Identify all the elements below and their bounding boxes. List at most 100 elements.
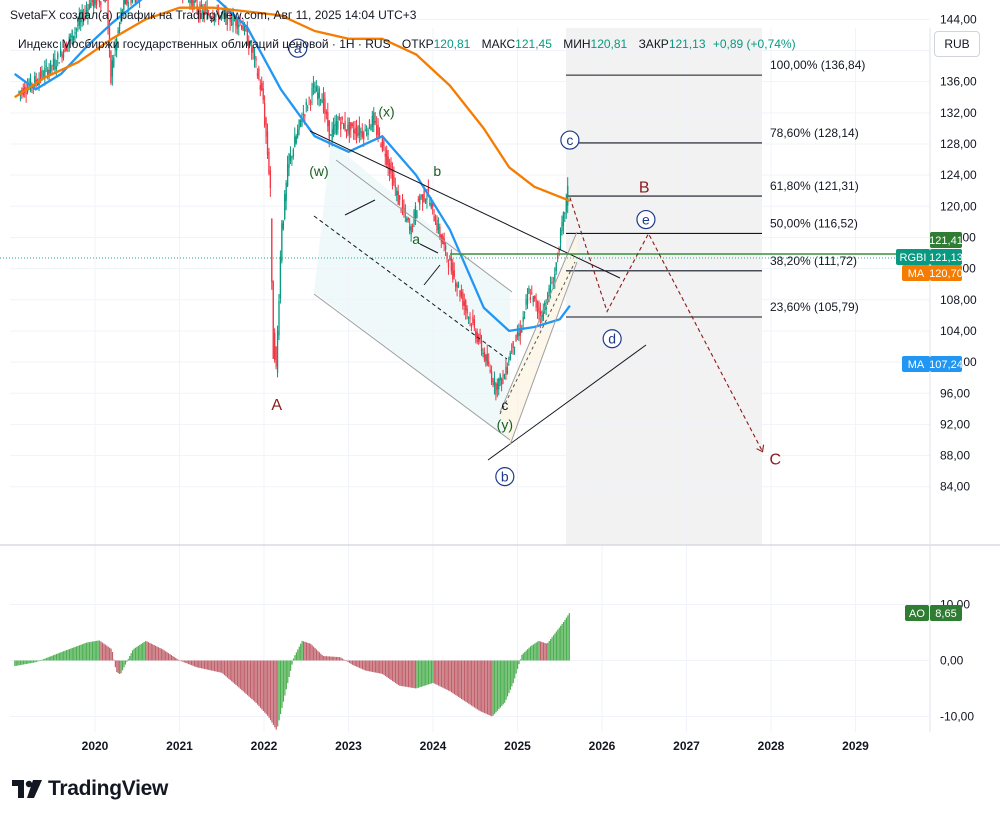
price-axis-tick: 124,00 xyxy=(940,168,977,182)
ao-bar xyxy=(60,652,62,661)
ao-bar xyxy=(68,649,71,661)
candle-body xyxy=(535,299,537,308)
candle-body xyxy=(54,58,56,70)
ao-bar xyxy=(427,660,430,685)
ao-bar xyxy=(344,660,346,661)
ao-bar xyxy=(45,658,48,661)
candle-body xyxy=(401,199,404,209)
ao-bar xyxy=(458,660,460,698)
ao-bar xyxy=(300,643,302,661)
ao-bar xyxy=(313,646,315,661)
ao-bar xyxy=(124,660,127,665)
ao-bar xyxy=(333,656,335,661)
ao-bar xyxy=(228,660,230,679)
ao-bar xyxy=(264,660,266,713)
ao-bar xyxy=(142,642,144,661)
ao-bar xyxy=(449,660,451,692)
ao-bar xyxy=(534,643,536,661)
candle-body xyxy=(440,234,442,242)
ao-bar xyxy=(387,660,389,679)
candle-body xyxy=(488,361,490,365)
candle-body xyxy=(314,90,316,94)
candle-body xyxy=(354,128,356,134)
ao-bar xyxy=(518,660,520,665)
ao-bar xyxy=(531,645,533,661)
candle-body xyxy=(455,282,457,287)
candle-body xyxy=(51,65,53,67)
price-axis-tick: 120,00 xyxy=(940,199,977,213)
candle-body xyxy=(457,285,460,287)
candle-body xyxy=(269,170,272,189)
candle-body xyxy=(490,371,493,382)
candle-body xyxy=(238,24,240,28)
ao-bar xyxy=(348,660,351,663)
candle-body xyxy=(396,190,398,196)
ao-bar xyxy=(468,660,470,704)
ao-bar xyxy=(479,660,481,712)
candle-body xyxy=(485,354,487,362)
wave-label-circle xyxy=(288,38,308,58)
ao-bar xyxy=(466,660,468,703)
ao-bar xyxy=(22,660,25,665)
candle-body xyxy=(387,156,389,168)
candle-body xyxy=(190,0,193,4)
ao-bar xyxy=(415,660,417,689)
ma-slow-price-label: 120,70 xyxy=(929,268,963,280)
candle-body xyxy=(72,35,75,40)
ao-bar xyxy=(157,647,160,661)
ao-bar xyxy=(517,660,519,669)
ao-bar xyxy=(74,646,76,661)
ao-bar xyxy=(483,660,486,714)
ao-bar xyxy=(221,660,223,673)
candle-body xyxy=(84,12,86,14)
candle-body xyxy=(64,45,66,53)
currency-button[interactable]: RUB xyxy=(934,31,980,57)
ao-bar xyxy=(550,639,552,661)
candle-body xyxy=(391,169,394,186)
ao-bar xyxy=(383,660,385,676)
ao-bar xyxy=(417,660,420,688)
wave-label-circle xyxy=(602,329,622,349)
green-level-price-label: 121,41 xyxy=(929,235,963,247)
candle-body xyxy=(350,122,352,130)
candle-body xyxy=(538,307,540,314)
candle-body xyxy=(449,255,451,261)
candle-body xyxy=(493,378,496,386)
ao-bar xyxy=(202,660,204,669)
candle-body xyxy=(124,0,126,4)
ao-bar xyxy=(328,656,331,661)
ao-bar xyxy=(488,660,490,716)
candle-body xyxy=(469,317,471,319)
candle-body xyxy=(230,23,233,25)
candle-body xyxy=(390,161,392,172)
price-axis-tick: 88,00 xyxy=(940,449,970,463)
ao-bar xyxy=(340,657,342,661)
projection-path xyxy=(569,197,764,452)
ao-bar xyxy=(275,660,277,730)
candle-body xyxy=(291,156,293,158)
candle-body xyxy=(256,73,259,76)
tradingview-logo[interactable]: TradingView xyxy=(12,776,168,802)
ao-bar xyxy=(176,658,178,661)
candle-body xyxy=(315,86,318,92)
wave-label: b xyxy=(433,163,441,179)
candle-body xyxy=(215,14,217,17)
ao-bar xyxy=(321,655,323,661)
ao-bar xyxy=(32,660,35,663)
ma-fast-label-name-bg xyxy=(902,356,930,372)
channel-upper-line xyxy=(335,159,513,293)
candle-body xyxy=(286,164,289,187)
ao-bar xyxy=(295,652,297,661)
ao-bar xyxy=(84,643,86,661)
ao-bar xyxy=(245,660,247,694)
candle-body xyxy=(505,366,507,375)
candle-body xyxy=(463,301,465,306)
ao-bar xyxy=(97,640,99,661)
ao-bar xyxy=(152,644,154,661)
candle-body xyxy=(439,226,441,238)
ao-bar xyxy=(486,660,489,715)
ao-bar xyxy=(386,660,388,678)
ao-value-label-bg xyxy=(930,605,962,621)
candle-body xyxy=(253,53,256,59)
